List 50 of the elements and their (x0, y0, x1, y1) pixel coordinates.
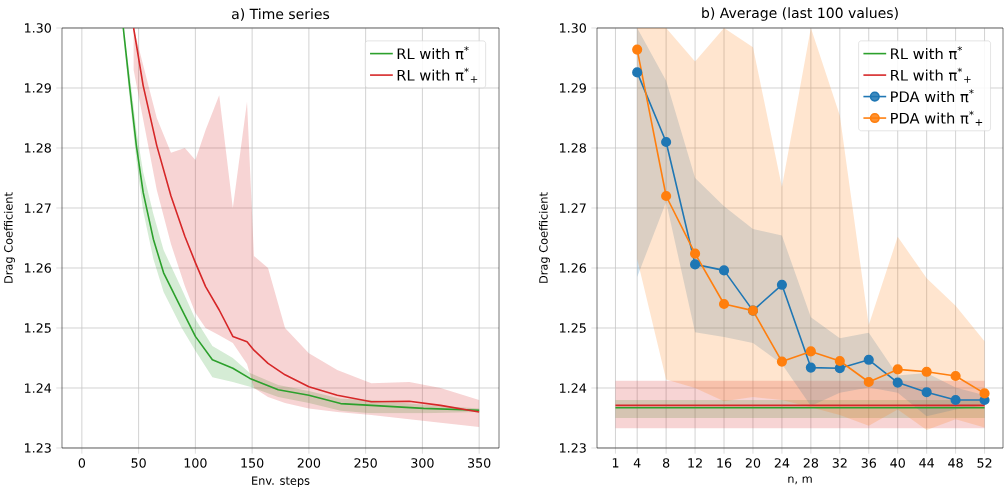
x-tick-label: 350 (468, 458, 491, 468)
x-tick-label: 4 (633, 458, 641, 468)
y-tick-label: 1.29 (25, 83, 51, 93)
legend-label: PDA with π$^{*}$+ (891, 110, 983, 126)
x-axis-title: n, m (788, 476, 812, 485)
y-tick-label: 1.27 (25, 203, 51, 213)
chart-title: a) Time series (232, 8, 330, 21)
y-tick-label: 1.23 (25, 443, 51, 453)
y-tick-label: 1.25 (560, 323, 586, 333)
legend-label: RL with π$^{*}$+ (891, 67, 971, 83)
chart-title: b) Average (last 100 values) (702, 7, 898, 21)
x-tick-label: 100 (184, 458, 207, 468)
y-axis-title: Drag Coefficient (538, 192, 550, 283)
y-tick-label: 1.26 (560, 263, 587, 273)
y-tick-label: 1.29 (560, 83, 586, 93)
y-tick-label: 1.30 (25, 23, 51, 33)
x-tick-label: 24 (774, 458, 790, 468)
legend-label: RL with π$^{*}$+ (397, 67, 478, 83)
legend-label: RL with π$^{*}$ (891, 46, 963, 60)
x-axis-title: Env. steps (252, 476, 310, 488)
y-tick-label: 1.24 (560, 383, 587, 393)
x-tick-label: 1 (612, 458, 619, 468)
x-tick-label: 8 (662, 458, 670, 468)
x-tick-label: 32 (832, 458, 847, 468)
legend-label: RL with π$^{*}$ (397, 46, 469, 60)
x-tick-label: 50 (131, 458, 146, 468)
x-tick-label: 28 (803, 458, 819, 468)
y-tick-label: 1.25 (25, 323, 51, 333)
y-tick-label: 1.28 (560, 143, 586, 153)
y-tick-label: 1.28 (25, 143, 51, 153)
x-tick-label: 52 (977, 458, 992, 468)
x-tick-label: 44 (919, 458, 935, 468)
x-tick-label: 16 (717, 458, 732, 468)
x-tick-label: 200 (297, 458, 321, 468)
x-tick-label: 20 (745, 458, 761, 468)
x-tick-label: 36 (861, 458, 877, 468)
y-tick-label: 1.23 (560, 443, 586, 453)
x-tick-label: 0 (78, 458, 86, 468)
x-tick-label: 300 (411, 458, 434, 468)
legend-label: PDA with π$^{*}$ (891, 89, 974, 103)
y-tick-label: 1.26 (25, 263, 52, 273)
x-tick-label: 48 (948, 458, 963, 468)
y-tick-label: 1.24 (25, 383, 52, 393)
y-axis-title: Drag Coefficient (3, 192, 15, 283)
x-tick-label: 40 (890, 458, 905, 468)
y-tick-label: 1.27 (560, 203, 586, 213)
x-tick-label: 250 (354, 458, 377, 468)
x-tick-label: 150 (241, 458, 264, 468)
x-tick-label: 12 (688, 458, 702, 468)
y-tick-label: 1.30 (560, 23, 586, 33)
